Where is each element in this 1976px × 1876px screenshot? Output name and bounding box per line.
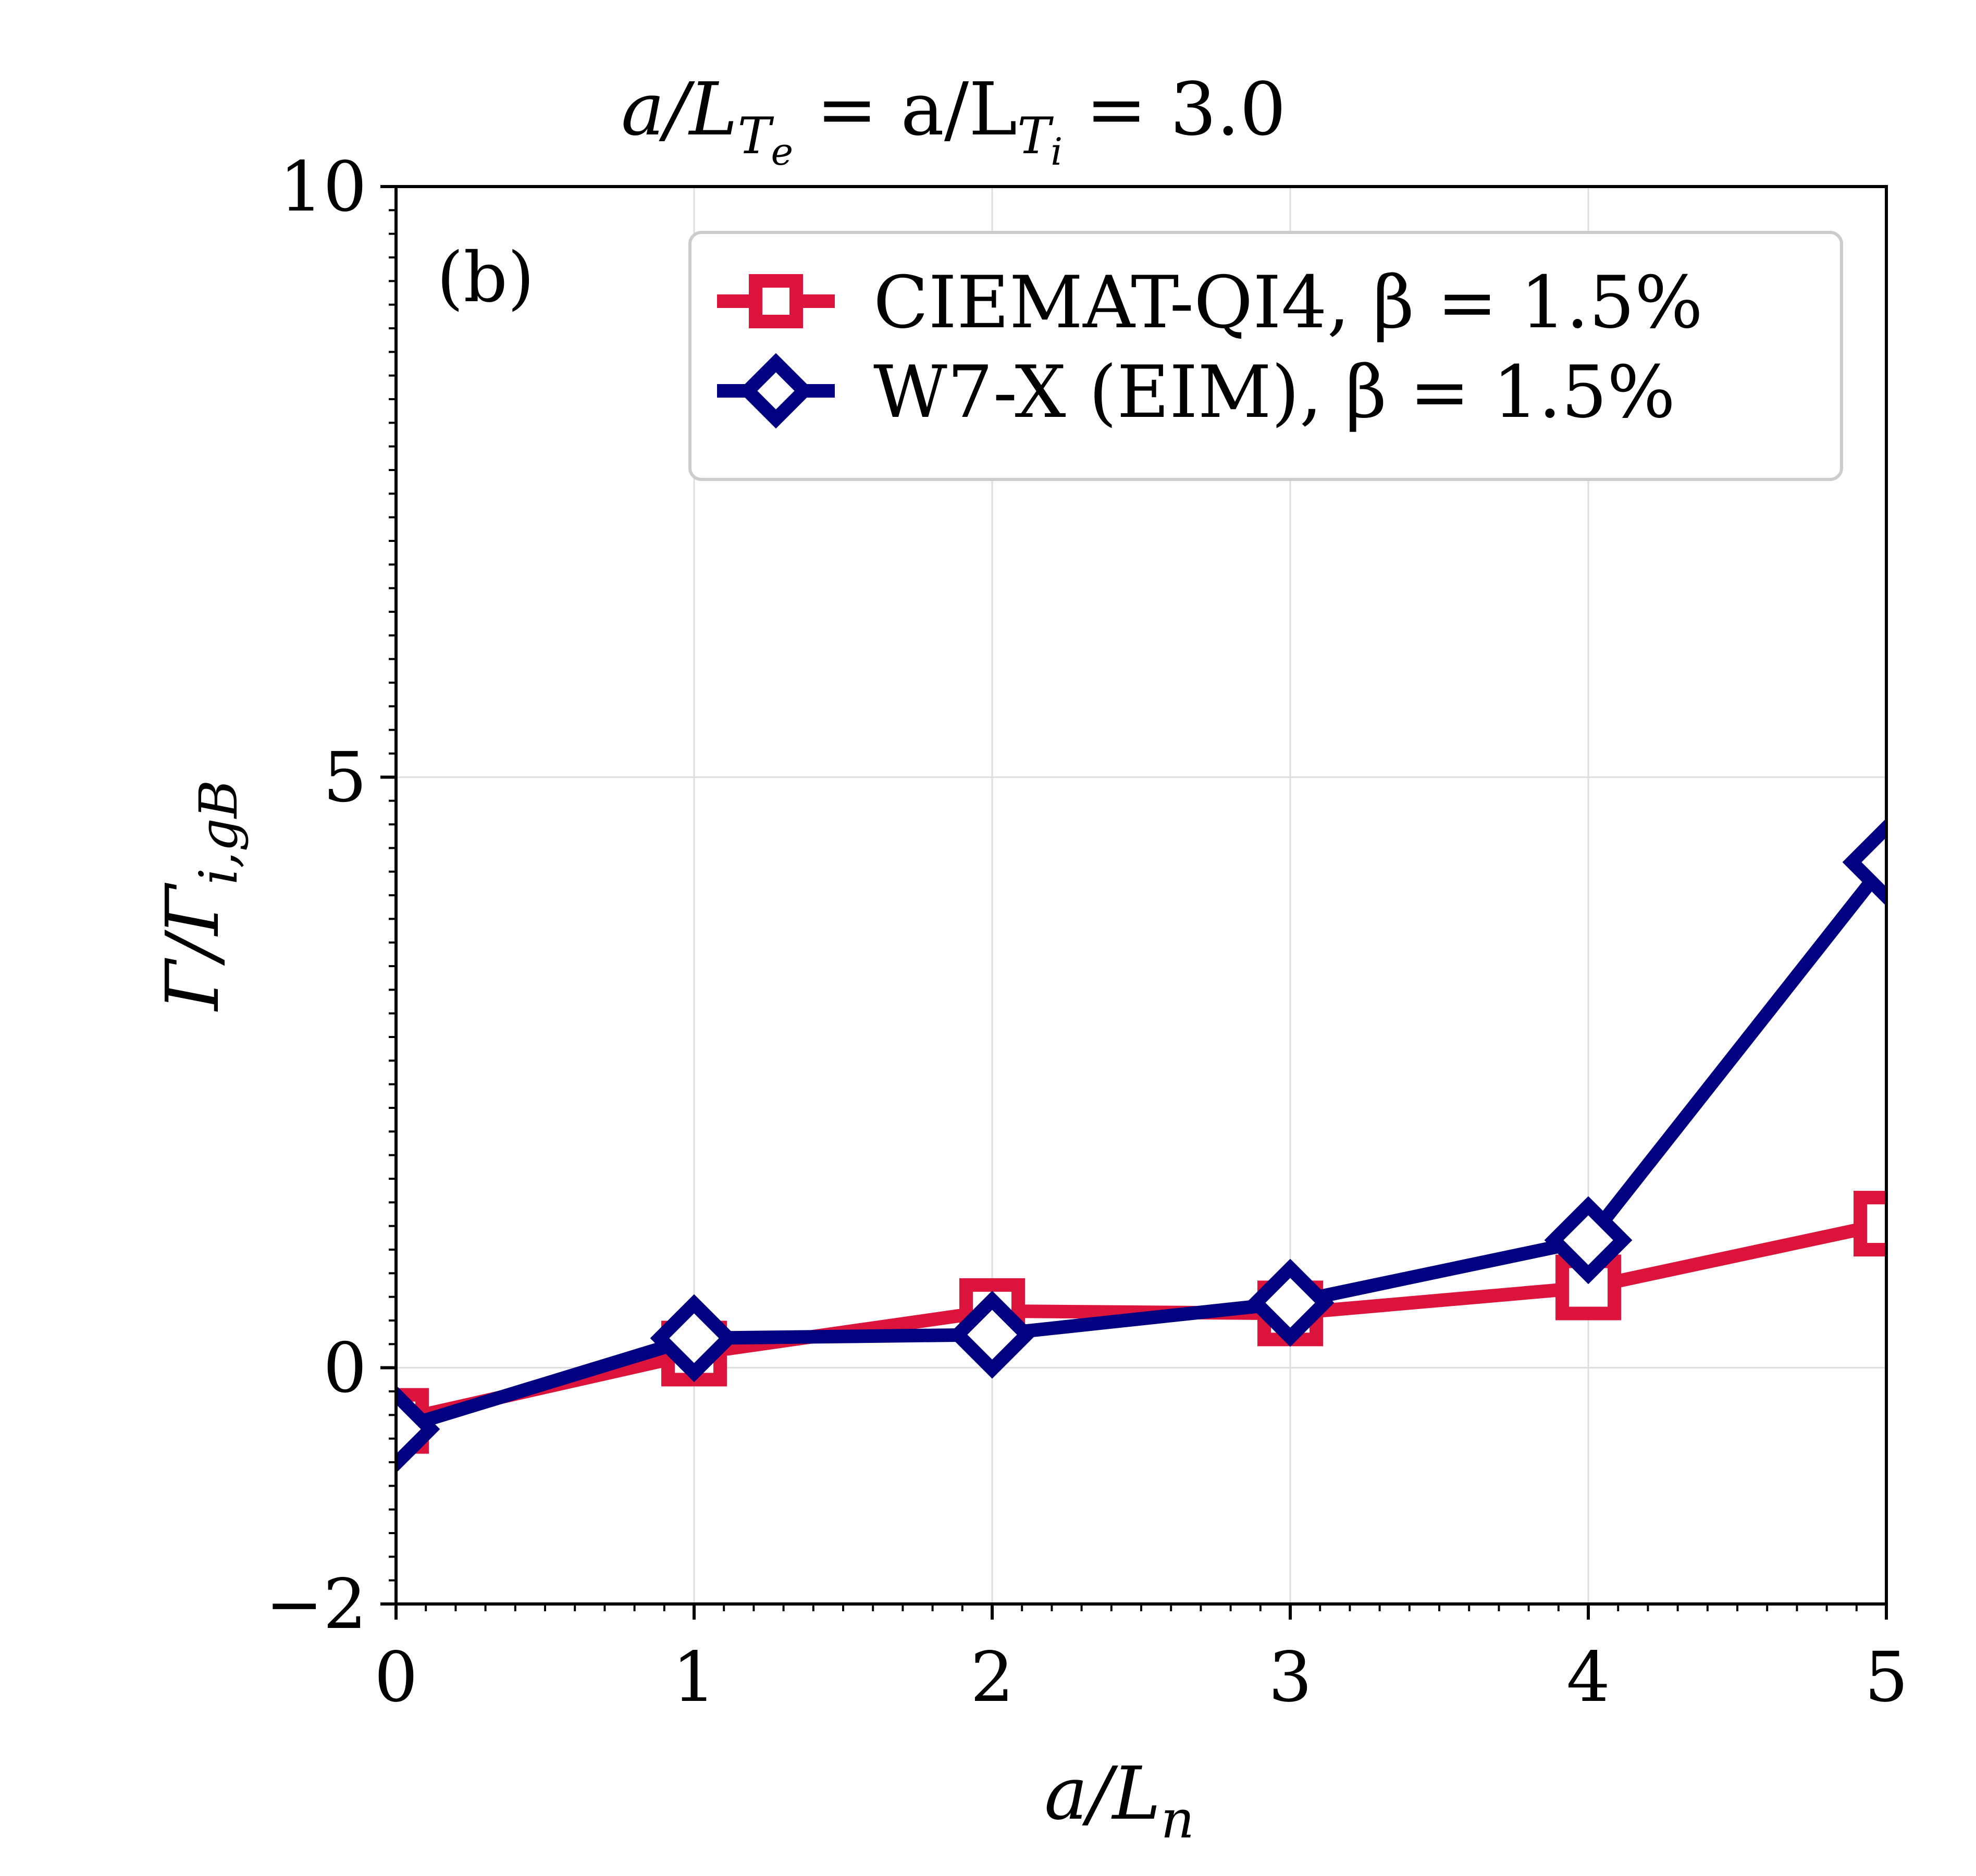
- data-point-ciemat: [1854, 1191, 1886, 1257]
- x-tick-label: 3: [1268, 1637, 1312, 1718]
- chart-title: a/LTe = a/LTi = 3.0: [621, 67, 1286, 174]
- y-tick-label: 0: [323, 1328, 367, 1409]
- legend-label-ciemat: CIEMAT-QI4, β = 1.5%: [873, 261, 1703, 344]
- series-line-w7x: [396, 858, 1886, 1436]
- legend: CIEMAT-QI4, β = 1.5% W7-X (EIM), β = 1.5…: [688, 231, 1843, 481]
- legend-marker-w7x: [738, 353, 814, 429]
- y-tick-label: −2: [265, 1564, 367, 1645]
- axes-frame: [394, 185, 1888, 1606]
- legend-marker-ciemat: [749, 274, 803, 328]
- y-tick-label: 10: [279, 147, 367, 227]
- x-tick-label: 1: [672, 1637, 716, 1718]
- x-axis-title: a/Ln: [1044, 1751, 1194, 1850]
- y-axis-title: Γ/Γi,gB: [151, 780, 249, 1013]
- series-layer: [396, 818, 1886, 1473]
- data-point-w7x: [396, 1385, 440, 1473]
- data-point-w7x: [1544, 1196, 1633, 1285]
- x-tick-label: 4: [1566, 1637, 1610, 1718]
- major-ticks: [380, 185, 1888, 1620]
- legend-label-w7x: W7-X (EIM), β = 1.5%: [873, 350, 1675, 434]
- y-tick-label: 5: [323, 737, 367, 818]
- x-tick-label: 5: [1864, 1637, 1908, 1718]
- x-tick-label: 2: [970, 1637, 1014, 1718]
- data-point-w7x: [1842, 818, 1886, 906]
- panel-label: (b): [437, 238, 535, 318]
- data-point-w7x: [1246, 1258, 1335, 1347]
- legend-box: [688, 231, 1843, 481]
- data-point-w7x: [948, 1290, 1036, 1379]
- data-point-w7x: [650, 1294, 738, 1383]
- x-tick-label: 0: [374, 1637, 418, 1718]
